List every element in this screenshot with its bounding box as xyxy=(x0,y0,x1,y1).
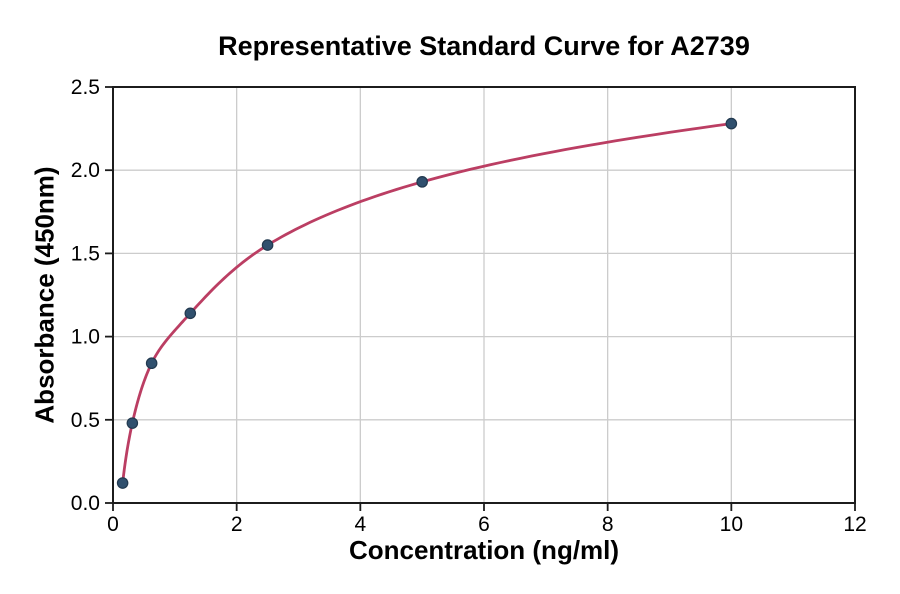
y-tick-label: 2.0 xyxy=(71,159,100,182)
x-tick-label: 2 xyxy=(231,513,243,536)
x-tick-label: 10 xyxy=(720,513,743,536)
x-axis-label: Concentration (ng/ml) xyxy=(348,535,620,565)
data-point xyxy=(116,477,129,489)
y-tick-label: 2.5 xyxy=(71,76,100,99)
x-tick-label: 0 xyxy=(107,513,119,536)
x-tick-label: 4 xyxy=(354,513,366,536)
x-tick-label: 12 xyxy=(843,513,866,536)
x-tick-label: 8 xyxy=(602,513,614,536)
y-tick-label: 1.5 xyxy=(71,242,100,265)
y-tick-label: 1.0 xyxy=(71,326,100,349)
y-tick-label: 0.0 xyxy=(71,492,100,515)
data-point xyxy=(184,307,197,320)
data-point xyxy=(725,117,738,130)
chart-title: Representative Standard Curve for A2739 xyxy=(218,31,750,61)
data-point xyxy=(126,417,139,429)
y-tick-label: 0.5 xyxy=(71,409,100,432)
fit-curve xyxy=(121,122,733,485)
x-tick-label: 6 xyxy=(478,513,490,536)
data-point xyxy=(261,239,274,251)
data-point xyxy=(416,176,428,188)
data-point xyxy=(145,357,158,370)
